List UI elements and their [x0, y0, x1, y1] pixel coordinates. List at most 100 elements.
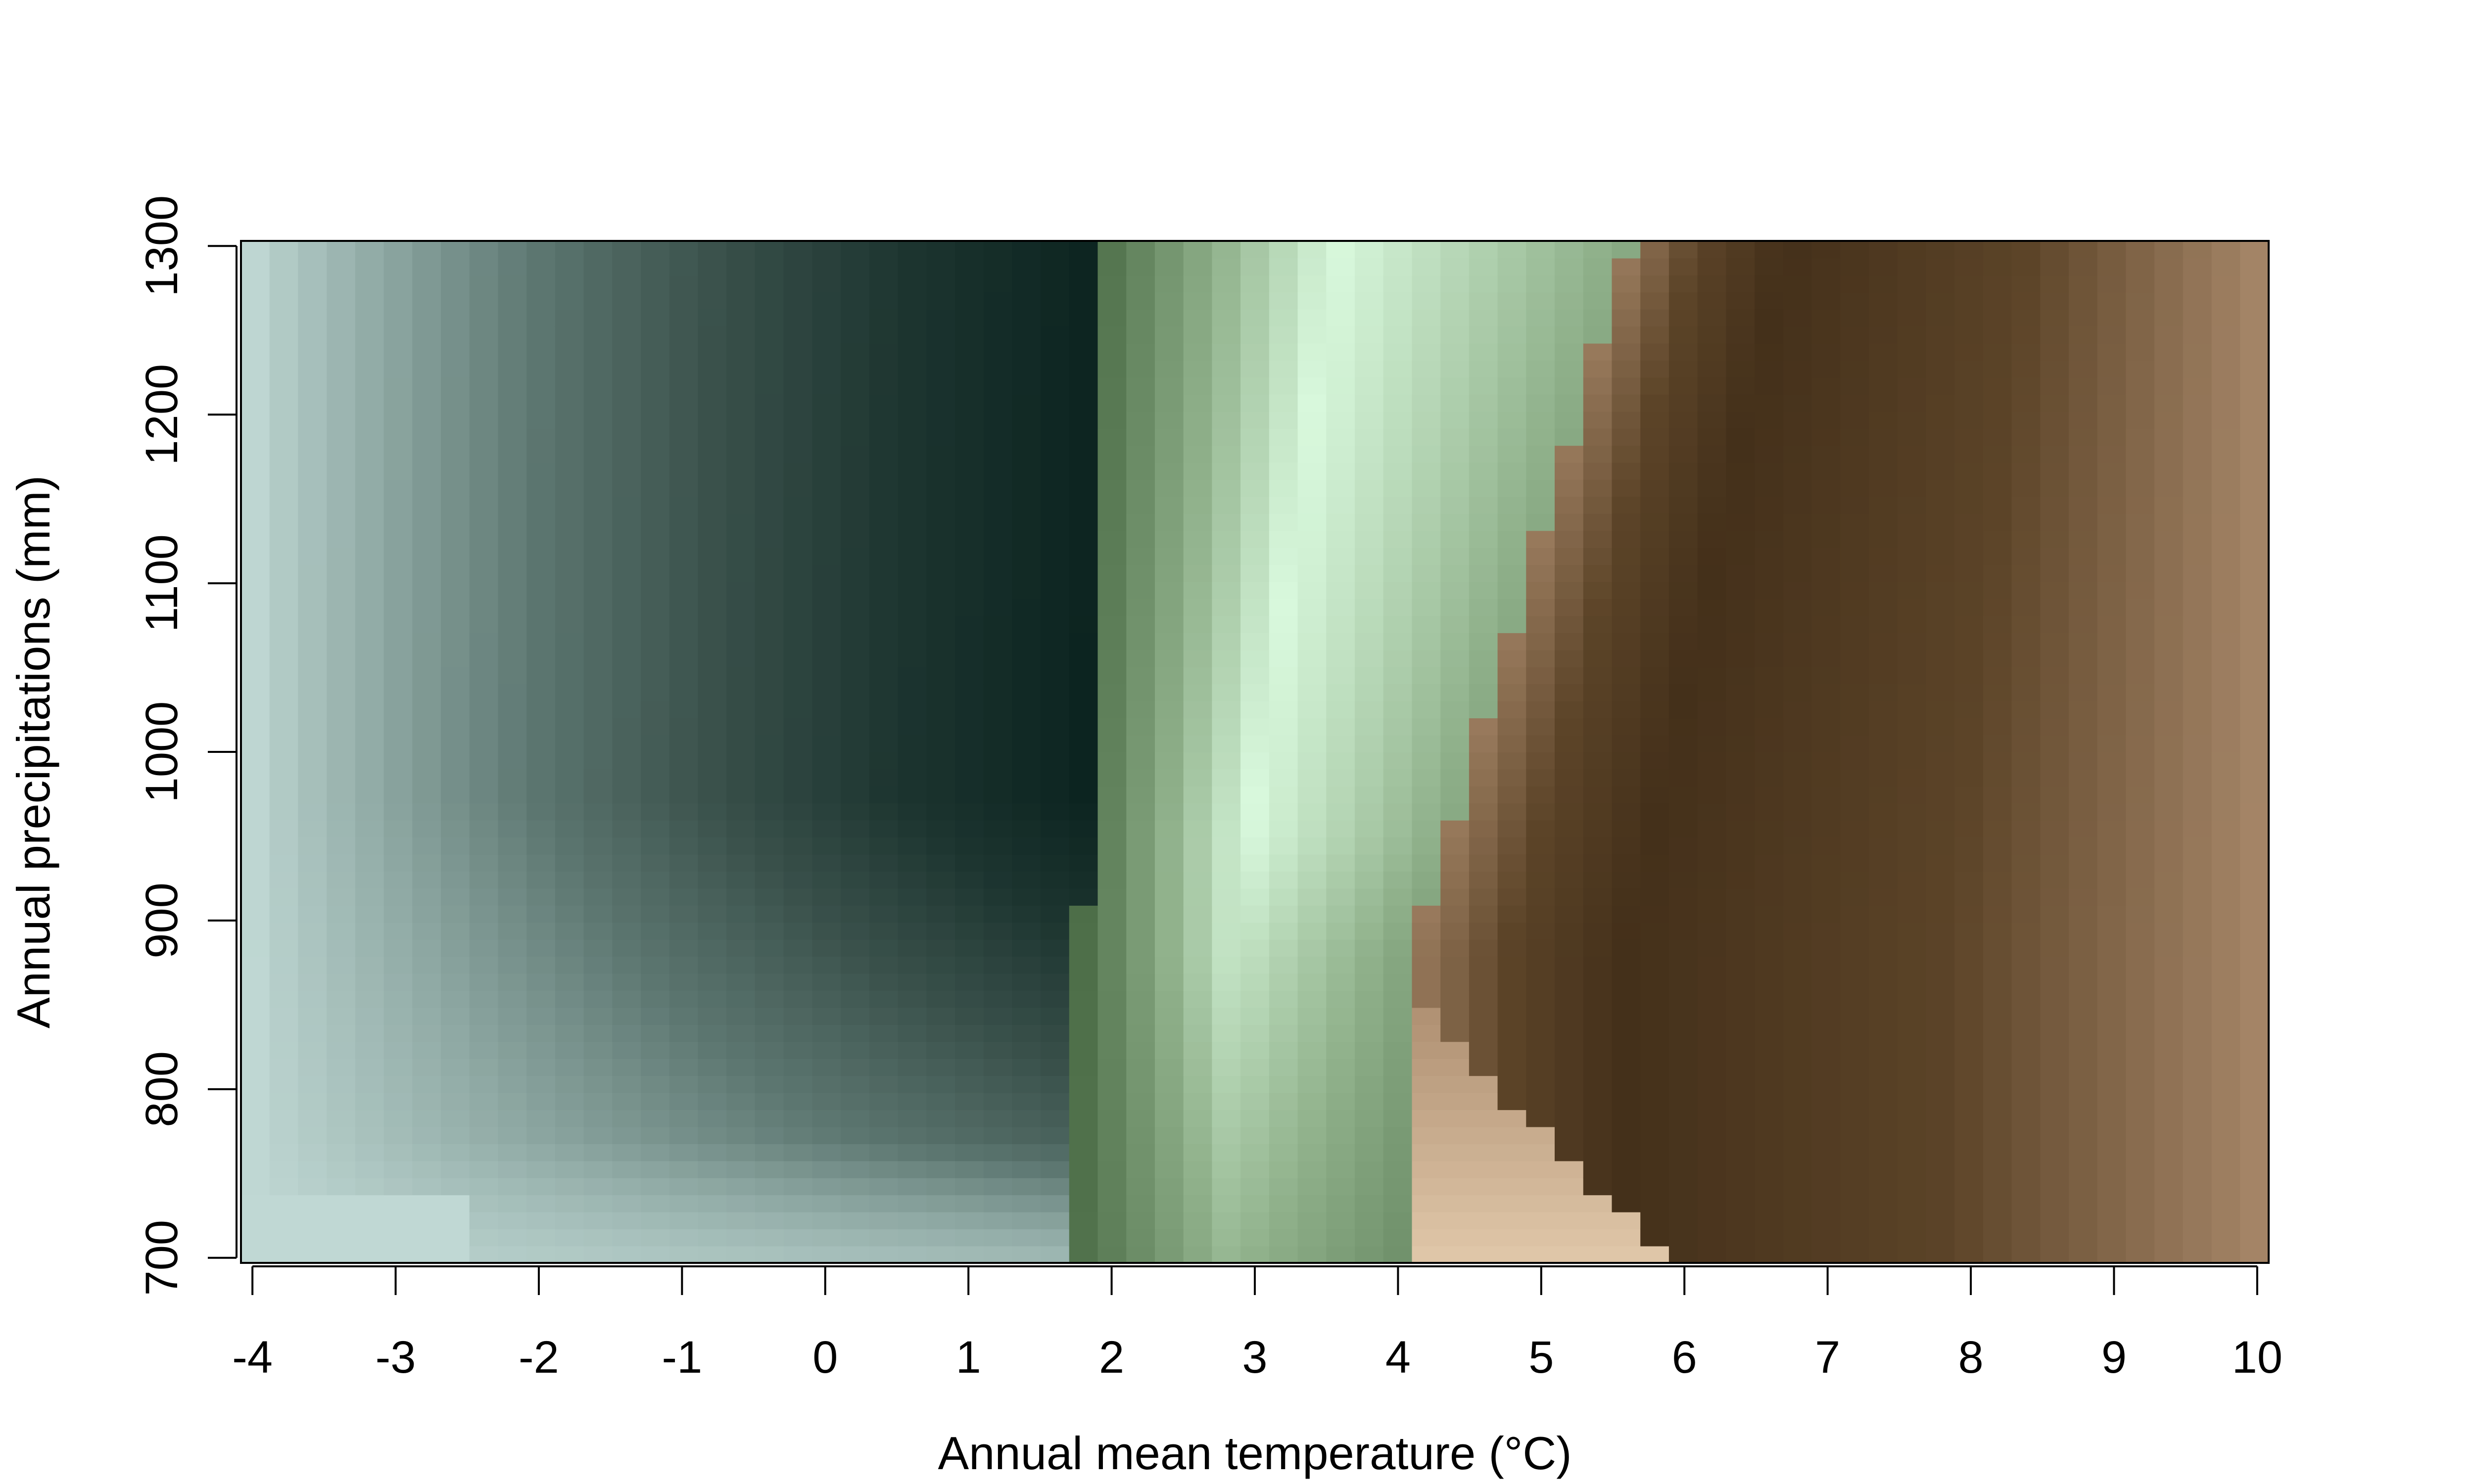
heatmap-cell [1069, 649, 1098, 667]
heatmap-cell [1811, 684, 1841, 701]
heatmap-cell [1868, 496, 1898, 514]
heatmap-cell [755, 275, 784, 293]
heatmap-cell [1183, 377, 1213, 395]
heatmap-cell [2069, 326, 2098, 344]
heatmap-cell [1012, 700, 1042, 719]
heatmap-cell [555, 1195, 584, 1212]
heatmap-cell [641, 1075, 670, 1093]
heatmap-cell [2154, 1041, 2184, 1059]
heatmap-cell [812, 1144, 842, 1161]
heatmap-cell [2040, 479, 2069, 497]
heatmap-cell [327, 854, 356, 872]
heatmap-cell [1383, 1246, 1413, 1263]
heatmap-cell [1412, 990, 1441, 1008]
heatmap-cell [1269, 1211, 1298, 1230]
heatmap-cell [1640, 718, 1669, 736]
heatmap-cell [1840, 292, 1869, 310]
heatmap-cell [869, 990, 899, 1008]
heatmap-cell [1355, 547, 1384, 565]
heatmap-cell [555, 309, 584, 327]
heatmap-cell [783, 684, 813, 701]
heatmap-cell [1555, 1041, 1584, 1059]
heatmap-cell [983, 922, 1013, 940]
heatmap-cell [1440, 428, 1470, 446]
heatmap-cell [1783, 547, 1812, 565]
heatmap-cell [1868, 1229, 1898, 1247]
heatmap-cell [1983, 871, 2012, 889]
heatmap-cell [241, 326, 270, 344]
heatmap-cell [355, 718, 384, 736]
heatmap-cell [1297, 1024, 1327, 1042]
heatmap-cell [583, 615, 613, 633]
heatmap-cell [1612, 530, 1641, 548]
heatmap-cell [1583, 258, 1613, 276]
heatmap-cell [1440, 581, 1470, 600]
heatmap-cell [383, 939, 413, 957]
heatmap-cell [1212, 599, 1241, 616]
heatmap-cell [441, 990, 470, 1008]
heatmap-cell [1983, 547, 2012, 565]
heatmap-cell [1697, 1041, 1727, 1059]
heatmap-cell [526, 377, 556, 395]
heatmap-cell [2126, 718, 2155, 736]
heatmap-cell [869, 939, 899, 957]
heatmap-cell [898, 939, 927, 957]
heatmap-cell [1183, 990, 1213, 1008]
heatmap-cell [241, 411, 270, 429]
heatmap-cell [2040, 326, 2069, 344]
heatmap-cell [1183, 1160, 1213, 1178]
heatmap-cell [1155, 1211, 1184, 1230]
heatmap-cell [241, 615, 270, 633]
heatmap-cell [698, 735, 727, 752]
heatmap-cell [269, 547, 299, 565]
heatmap-cell [1155, 735, 1184, 752]
heatmap-cell [1126, 1126, 1155, 1144]
heatmap-cell [1697, 479, 1727, 497]
heatmap-cell [983, 581, 1013, 600]
heatmap-cell [269, 1007, 299, 1025]
heatmap-cell [526, 1195, 556, 1212]
heatmap-cell [555, 479, 584, 497]
heatmap-cell [1383, 599, 1413, 616]
heatmap-cell [1926, 547, 1955, 565]
heatmap-cell [1983, 1177, 2012, 1196]
heatmap-cell [355, 309, 384, 327]
heatmap-cell [1440, 292, 1470, 310]
heatmap-cell [469, 258, 499, 276]
heatmap-cell [1668, 718, 1698, 736]
heatmap-cell [1783, 1110, 1812, 1127]
heatmap-cell [1697, 547, 1727, 565]
heatmap-cell [1412, 752, 1441, 770]
heatmap-cell [2040, 905, 2069, 923]
heatmap-cell [1640, 837, 1669, 855]
heatmap-cell [441, 939, 470, 957]
heatmap-cell [1069, 377, 1098, 395]
heatmap-cell [555, 1041, 584, 1059]
heatmap-cell [1697, 564, 1727, 582]
heatmap-cell [1954, 752, 1984, 770]
heatmap-cell [583, 360, 613, 378]
heatmap-cell [841, 666, 870, 685]
heatmap-cell [898, 1007, 927, 1025]
heatmap-cell [755, 905, 784, 923]
heatmap-cell [498, 973, 527, 991]
heatmap-cell [412, 530, 441, 548]
heatmap-cell [1697, 309, 1727, 327]
heatmap-cell [1668, 462, 1698, 480]
heatmap-cell [869, 871, 899, 889]
heatmap-cell [1583, 990, 1613, 1008]
heatmap-cell [612, 1160, 641, 1178]
y-tick-label: 800 [137, 1051, 187, 1127]
heatmap-cell [1583, 956, 1613, 974]
heatmap-cell [1326, 939, 1355, 957]
heatmap-cell [1697, 854, 1727, 872]
heatmap-cell [441, 513, 470, 531]
heatmap-cell [1811, 752, 1841, 770]
heatmap-cell [955, 939, 984, 957]
heatmap-cell [698, 1144, 727, 1161]
heatmap-cell [1555, 1195, 1584, 1212]
heatmap-cell [2211, 496, 2241, 514]
heatmap-cell [2211, 360, 2241, 378]
heatmap-cell [1041, 479, 1070, 497]
heatmap-cell [555, 530, 584, 548]
